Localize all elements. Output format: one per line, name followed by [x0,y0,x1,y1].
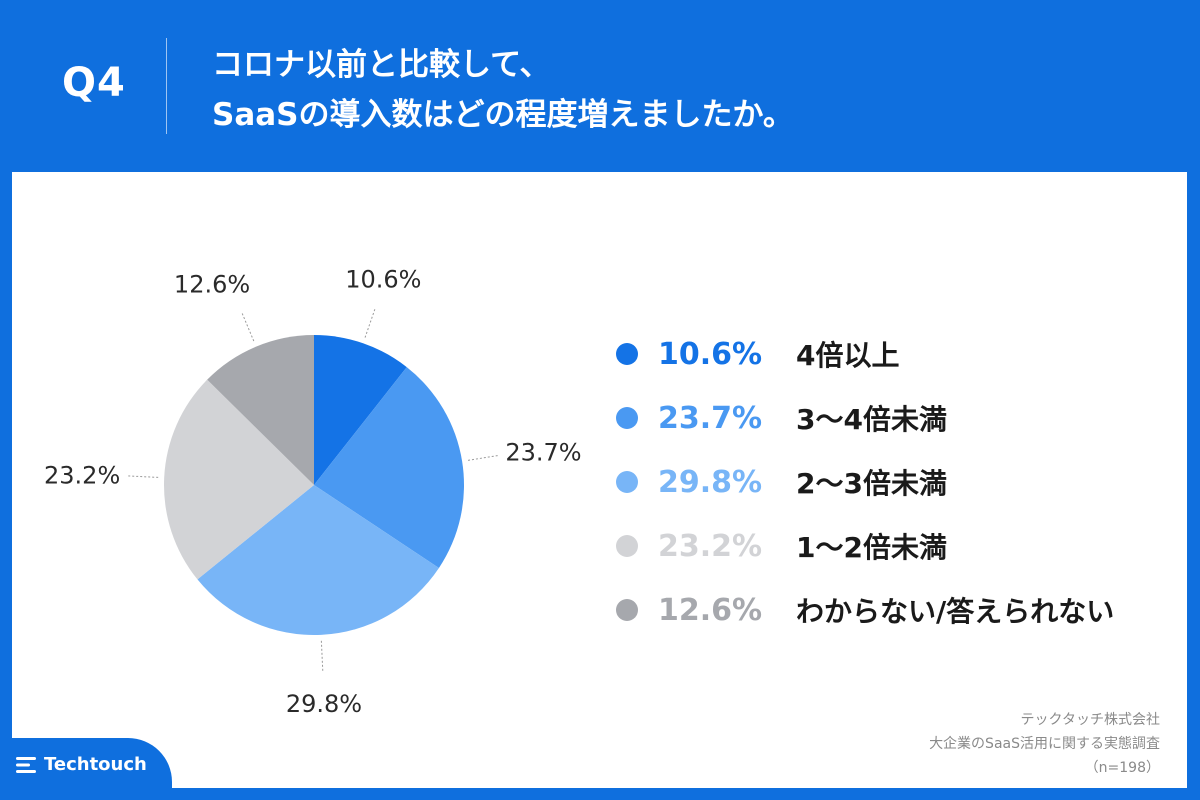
pie-value-labels: 10.6% 23.7% 29.8% 23.2% 12.6% [44,266,582,718]
legend-label: 1〜2倍未満 [796,531,947,564]
question-title: コロナ以前と比較して、 SaaSの導入数はどの程度増えましたか。 [212,40,794,140]
legend: 10.6% 4倍以上 23.7% 3〜4倍未満 29.8% 2〜3倍未満 23.… [616,322,1176,642]
techtouch-logo-icon [16,756,36,773]
pie-leader-line [364,309,376,338]
question-label: Q4 [62,60,126,106]
question-title-line-1: コロナ以前と比較して、 [212,47,551,83]
source-sample-size: （n=198） [1084,760,1160,776]
legend-label: わからない/答えられない [796,595,1115,628]
techtouch-logo: Techtouch [16,754,147,775]
pie-leader-lines [128,309,498,671]
legend-percent: 10.6% [658,336,763,372]
source-company: テックタッチ株式会社 [1020,712,1160,728]
pie-slice [207,335,314,485]
legend-item: 12.6% わからない/答えられない [616,578,1176,642]
legend-item: 10.6% 4倍以上 [616,322,1176,386]
pie-slices [163,335,464,635]
pie-leader-line [467,455,498,461]
legend-item: 29.8% 2〜3倍未満 [616,450,1176,514]
legend-dot [616,471,638,493]
legend-percent: 29.8% [658,464,763,500]
header: Q4 コロナ以前と比較して、 SaaSの導入数はどの程度増えましたか。 [0,0,1200,168]
pie-value-label: 23.2% [44,462,120,490]
legend-percent: 12.6% [658,592,763,628]
pie-leader-line [320,640,324,671]
legend-item: 23.7% 3〜4倍未満 [616,386,1176,450]
logo-tab [0,738,172,800]
legend-percent: 23.7% [658,400,763,436]
source-note: テックタッチ株式会社 大企業のSaaS活用に関する実態調査 （n=198） [929,708,1160,780]
legend-dot [616,407,638,429]
header-divider [166,38,167,134]
source-survey: 大企業のSaaS活用に関する実態調査 [929,736,1160,752]
legend-label: 3〜4倍未満 [796,403,947,436]
legend-label: 2〜3倍未満 [796,467,947,500]
pie-slice [314,335,407,485]
pie-value-label: 12.6% [174,270,250,298]
legend-item: 23.2% 1〜2倍未満 [616,514,1176,578]
legend-percent: 23.2% [658,528,763,564]
legend-dot [616,599,638,621]
pie-slice [163,379,314,580]
pie-leader-line [241,313,255,342]
pie-value-label: 23.7% [505,438,581,466]
pie-value-label: 10.6% [345,266,421,294]
pie-slice [197,485,439,635]
legend-dot [616,535,638,557]
legend-label: 4倍以上 [796,339,900,372]
question-title-line-2: SaaSの導入数はどの程度増えましたか。 [212,97,794,133]
pie-slice [314,367,464,569]
pie-leader-line [128,475,159,478]
pie-value-label: 29.8% [286,690,362,718]
legend-dot [616,343,638,365]
logo-text: Techtouch [44,754,147,775]
